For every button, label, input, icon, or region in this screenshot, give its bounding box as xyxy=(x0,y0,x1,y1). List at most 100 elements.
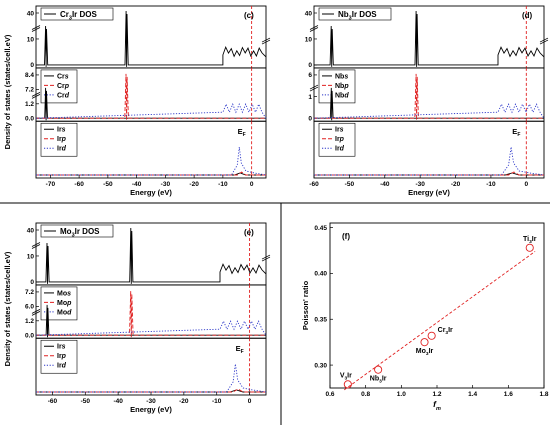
x-tick-label: 0 xyxy=(248,398,252,405)
legend-element: Mo xyxy=(57,290,67,297)
legend-orbital: p xyxy=(66,300,72,307)
x-tick-label: 1.0 xyxy=(397,391,406,398)
x-tick-label: -50 xyxy=(103,181,113,188)
point-label-tail: Ir xyxy=(448,327,453,334)
x-tick-label: 1.8 xyxy=(539,391,548,398)
point-label-subscript: 3 xyxy=(426,351,429,357)
dos-title-subscript: 3 xyxy=(69,16,72,22)
data-point xyxy=(420,338,429,347)
y-tick-label: 0.40 xyxy=(314,271,327,278)
series-ir-d xyxy=(36,363,267,393)
x-axis-label-main: f xyxy=(433,399,437,409)
y-tick-label: 7.2 xyxy=(25,87,34,94)
legend-label: Ird xyxy=(335,146,345,153)
x-tick-label: 1.4 xyxy=(468,391,477,398)
point-label: Nb3Ir xyxy=(370,376,387,385)
fermi-label: EF xyxy=(238,127,246,138)
point-label: Ti3Ir xyxy=(523,236,537,245)
point-label-tail: Ir xyxy=(382,376,387,383)
dos-title-tail: Ir DOS xyxy=(72,10,98,19)
legend-label: Ird xyxy=(57,363,67,370)
x-tick-label: -60 xyxy=(309,181,319,188)
point-label-element: Nb xyxy=(370,376,379,383)
x-tick-label: 0.8 xyxy=(361,391,370,398)
legend-orbital: d xyxy=(344,92,349,99)
x-tick-label: -20 xyxy=(189,181,199,188)
dos-title-subscript: 3 xyxy=(72,233,75,239)
x-axis-label: Energy (eV) xyxy=(130,405,172,414)
series-total-dos xyxy=(36,227,267,284)
legend-element: Ir xyxy=(335,127,340,134)
legend-box xyxy=(318,7,392,21)
data-point xyxy=(525,243,534,252)
legend-label: Nbd xyxy=(335,92,349,99)
x-tick-label: 0.6 xyxy=(325,391,334,398)
y-tick-label: 1 xyxy=(308,94,312,101)
legend-label: Irp xyxy=(57,353,67,360)
point-label: Cr3Ir xyxy=(438,327,453,336)
y-tick-label: 0 xyxy=(30,279,34,286)
legend-orbital: d xyxy=(67,309,72,316)
x-axis-label: Energy (eV) xyxy=(130,188,172,197)
x-tick-label: 0 xyxy=(524,181,528,188)
legend-orbital: p xyxy=(61,353,67,360)
legend-label: Irp xyxy=(335,136,345,143)
legend-label: Irs xyxy=(57,344,66,351)
series-ir-p xyxy=(36,388,266,393)
series-total-dos xyxy=(36,10,267,67)
x-tick-label: -20 xyxy=(451,181,461,188)
legend-box xyxy=(40,7,114,21)
legend-label: Irs xyxy=(57,127,66,134)
poisson-panel: 0.6 0.8 1.0 1.2 1.4 1.6 1.8 0.30 0.35 0.40 0.45 Poi… xyxy=(301,222,549,412)
dos-title: Cr3Ir DOS xyxy=(60,10,98,22)
legend-element: Ir xyxy=(57,344,62,351)
x-tick-label: -30 xyxy=(161,181,171,188)
fermi-label: EF xyxy=(236,344,244,355)
x-tick-label: -40 xyxy=(380,181,390,188)
axis-break-left xyxy=(309,25,319,32)
legend-orbital: s xyxy=(344,73,348,80)
legend-orbital: d xyxy=(340,146,345,153)
point-label-subscript: 3 xyxy=(529,239,532,245)
legend-element: Ir xyxy=(335,146,340,153)
point-label-tail: Ir xyxy=(347,372,352,379)
legend-orbital: p xyxy=(64,83,70,90)
panel-tag: (c) xyxy=(244,11,254,20)
subplot-frame-Ir xyxy=(313,120,545,179)
x-tick-label: 0 xyxy=(250,181,254,188)
legend-orbital: s xyxy=(67,290,71,297)
dos-title: Mo3Ir DOS xyxy=(60,227,100,239)
y-tick-label: 10 xyxy=(27,36,35,43)
legend-element: Cr xyxy=(57,83,65,90)
y-tick-label: 0.45 xyxy=(314,225,327,232)
panel-tag: (d) xyxy=(522,11,533,20)
y-tick-label: 0.0 xyxy=(25,116,34,123)
y-tick-label: 8.4 xyxy=(25,72,34,79)
legend-orbital: d xyxy=(62,146,67,153)
y-tick-label: 0.35 xyxy=(314,317,327,324)
legend-orbital: s xyxy=(65,73,69,80)
x-tick-label: -60 xyxy=(74,181,84,188)
legend-orbital: p xyxy=(339,136,345,143)
dos-title-subscript: 3 xyxy=(349,16,352,22)
legend-element: Ir xyxy=(57,363,62,370)
data-point xyxy=(374,365,383,374)
axis-break-left xyxy=(31,25,41,32)
legend-box xyxy=(40,122,78,157)
axis-break-left xyxy=(31,309,41,316)
y-tick-label: 10 xyxy=(27,253,35,260)
x-axis-label: fm xyxy=(433,399,441,412)
series-ir-p xyxy=(36,171,266,176)
y-tick-label: 40 xyxy=(305,10,313,17)
legend-label: Ird xyxy=(57,146,67,153)
x-tick-label: -30 xyxy=(146,398,156,405)
x-tick-label: -60 xyxy=(48,398,58,405)
dos-title-element: Mo xyxy=(60,227,72,236)
axis-break-right xyxy=(261,37,271,45)
axis-break-left xyxy=(309,84,319,92)
x-tick-label: -10 xyxy=(218,181,228,188)
series-p-orbital xyxy=(36,290,266,338)
series-total-dos xyxy=(314,10,545,67)
x-axis-label-sub: m xyxy=(436,406,441,412)
legend-element: Nb xyxy=(335,83,344,90)
